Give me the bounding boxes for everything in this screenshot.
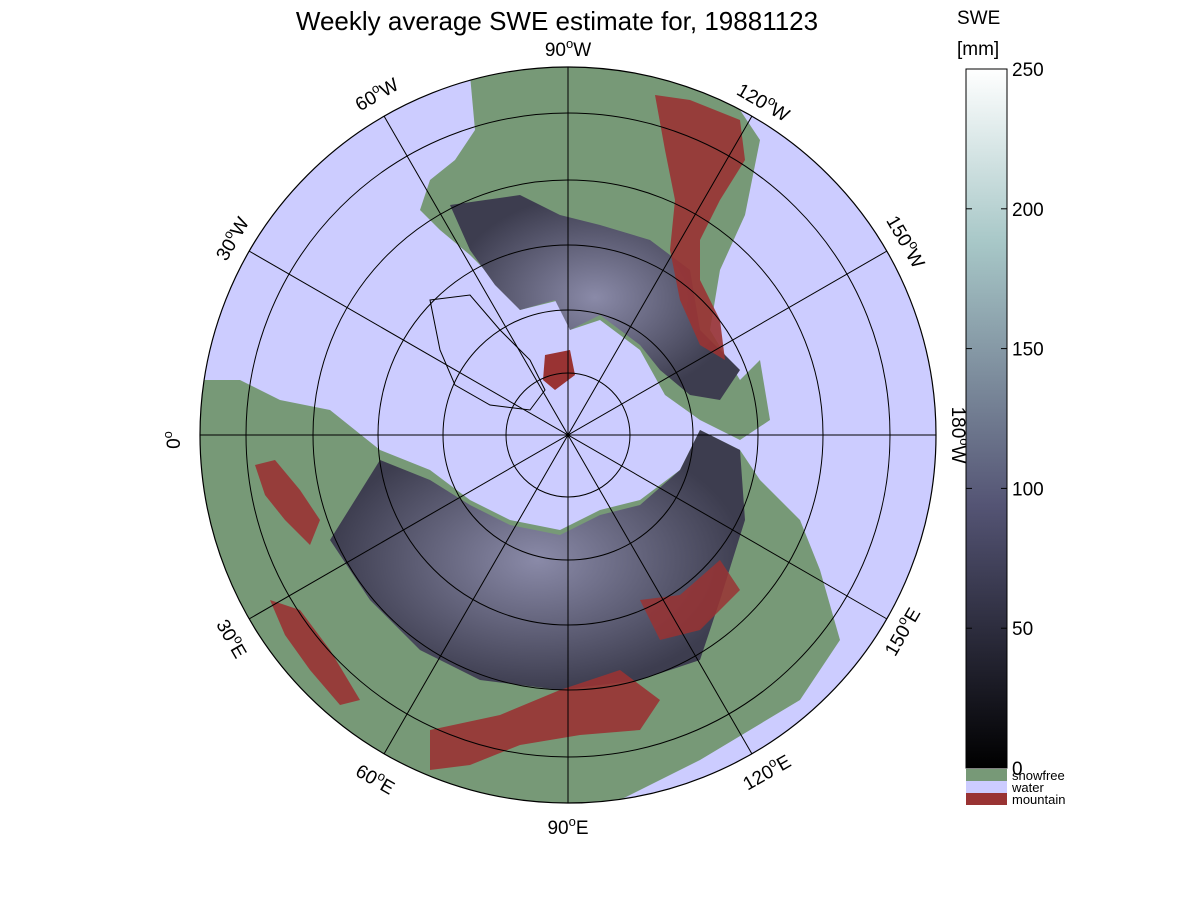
colorbar-label-line1: SWE bbox=[957, 8, 1000, 29]
colorbar-category-label: water bbox=[1011, 780, 1044, 795]
polar-map: 90oW 120oW 150oW 180oW 150oE 120oE 90oE … bbox=[160, 36, 972, 839]
colorbar-category-swatch bbox=[966, 781, 1007, 793]
colorbar-category-label: snowfree bbox=[1012, 768, 1065, 783]
colorbar-tick-label: 150 bbox=[1012, 340, 1044, 361]
lon-label-60e: 60oE bbox=[352, 757, 400, 799]
colorbar-category-swatch bbox=[966, 769, 1007, 781]
colorbar-tick-label: 50 bbox=[1012, 619, 1033, 640]
colorbar-category-swatch bbox=[966, 793, 1007, 805]
colorbar-category-label: mountain bbox=[1012, 792, 1065, 807]
colorbar-tick-label: 0 bbox=[1012, 759, 1023, 780]
lon-label-90w: 90oW bbox=[545, 36, 591, 61]
lon-label-90e: 90oE bbox=[547, 814, 588, 839]
snow-eurasia bbox=[330, 430, 745, 690]
figure-title: Weekly average SWE estimate for, 1988112… bbox=[296, 6, 818, 36]
greenland-outline bbox=[429, 294, 546, 411]
lon-label-30e: 30oE bbox=[211, 614, 253, 662]
mountains-alps bbox=[270, 600, 360, 705]
lon-label-60w: 60oW bbox=[350, 71, 403, 116]
colorbar-label-line2: [mm] bbox=[957, 39, 999, 60]
mountains-rockies bbox=[655, 95, 745, 360]
colorbar-ticks: 0 50 100 150 200 250 bbox=[966, 60, 1044, 780]
snow-north-america bbox=[450, 195, 740, 400]
colorbar-tick-label: 250 bbox=[1012, 60, 1044, 81]
lon-label-180w: 180oW bbox=[947, 407, 972, 464]
mountains-scandinavia bbox=[255, 460, 320, 545]
colorbar: SWE [mm] 0 50 100 150 200 250 snowfreewatermo… bbox=[957, 8, 1065, 807]
lon-label-0: 0o bbox=[160, 431, 185, 449]
colorbar-tick-label: 200 bbox=[1012, 200, 1044, 221]
mountains-greenland bbox=[543, 350, 575, 390]
colorbar-tick-label: 100 bbox=[1012, 479, 1044, 500]
colorbar-gradient bbox=[965, 68, 1008, 769]
mountains-central-asia bbox=[430, 670, 660, 770]
mountains-siberia bbox=[640, 560, 740, 640]
graticule bbox=[200, 67, 936, 803]
map-border bbox=[199, 66, 937, 804]
